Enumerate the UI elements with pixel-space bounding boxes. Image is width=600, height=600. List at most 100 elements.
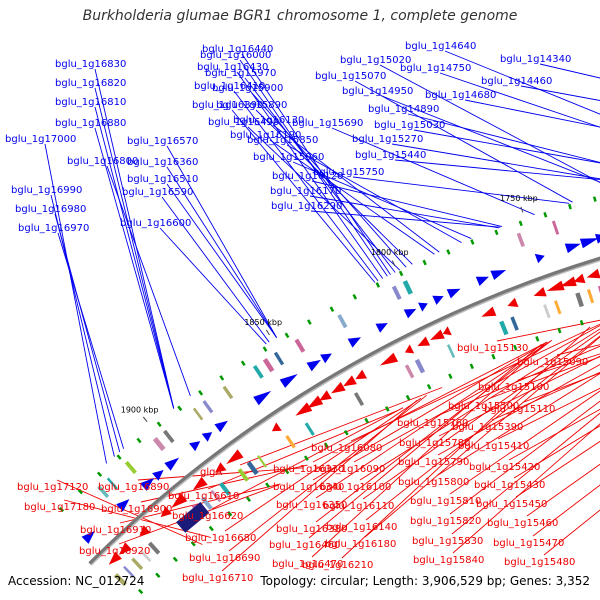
forward-gene-arrow	[446, 288, 461, 299]
forward-gene-label: bglu_1g16810	[55, 97, 126, 108]
reverse-leader-line	[449, 400, 600, 515]
reverse-gene-arrow	[331, 381, 346, 394]
reverse-function-band	[123, 565, 135, 578]
reverse-gene-label: bglu_1g16100	[320, 482, 391, 493]
forward-gene-label: bglu_1g16490	[208, 117, 279, 128]
reverse-function-band	[414, 358, 426, 374]
forward-gene-arrow	[579, 238, 599, 249]
reverse-gene-arrow	[160, 506, 172, 518]
reverse-gene-label: bglu_1g16610	[168, 491, 239, 502]
reverse-gene-arrow	[108, 551, 122, 565]
reverse-leader-line	[311, 342, 547, 558]
forward-function-band	[391, 285, 402, 300]
forward-gene-arrow	[189, 441, 201, 452]
forward-gene-arrow	[81, 530, 95, 544]
forward-gene-label: bglu_1g15270	[352, 134, 423, 145]
forward-gene-label: bglu_1g15020	[340, 55, 411, 66]
genome-backbone	[88, 256, 600, 566]
forward-leader-line	[381, 95, 600, 183]
forward-leader-line	[520, 85, 600, 101]
reverse-gene-label: bglu_1g15430	[474, 480, 545, 491]
reverse-leader-line	[56, 479, 203, 545]
forward-gc-tick	[96, 471, 103, 477]
reverse-leader-line	[451, 412, 600, 535]
kbp-tick	[520, 206, 524, 213]
reverse-gene-label: bglu_1g16680	[185, 533, 256, 544]
forward-leader-line	[352, 176, 570, 204]
forward-function-band	[402, 280, 413, 295]
reverse-function-band	[257, 455, 267, 468]
forward-function-band	[294, 338, 306, 353]
forward-gene-arrow	[475, 276, 489, 286]
reverse-gene-label: bglu_1g15830	[412, 536, 483, 547]
reverse-gc-tick	[343, 429, 349, 436]
forward-leader-line	[94, 106, 175, 409]
kbp-label: 1900 kbp	[121, 405, 159, 414]
reverse-leader-line	[452, 423, 600, 554]
forward-leader-line	[236, 71, 384, 279]
forward-function-band	[106, 477, 118, 490]
forward-function-band	[273, 351, 285, 366]
forward-gc-tick	[262, 346, 268, 352]
forward-leader-line	[309, 195, 499, 229]
forward-gc-tick	[470, 239, 475, 245]
forward-leader-line	[255, 109, 413, 265]
reverse-function-band	[446, 344, 456, 358]
forward-gene-arrow	[116, 499, 130, 512]
reverse-gene-label: bglu_1g15800	[398, 477, 469, 488]
reverse-leader-line	[312, 341, 548, 481]
reverse-function-band	[510, 316, 519, 331]
forward-gc-tick	[77, 489, 83, 495]
forward-gc-tick	[398, 270, 404, 277]
forward-gc-tick	[352, 294, 358, 300]
reverse-gene-arrow	[307, 395, 324, 409]
forward-leader-line	[94, 68, 175, 409]
forward-gene-arrow	[432, 295, 444, 305]
reverse-function-band	[554, 300, 562, 315]
forward-leader-line	[57, 232, 125, 449]
reverse-leader-line	[436, 345, 600, 417]
forward-gc-tick	[240, 360, 246, 366]
forward-gene-label: bglu_1g17000	[5, 134, 76, 145]
reverse-leader-line	[341, 326, 591, 559]
reverse-leader-line	[362, 331, 600, 500]
reverse-function-band	[304, 422, 315, 436]
reverse-gc-tick	[172, 556, 178, 563]
forward-gene-label: bglu_1g14460	[481, 76, 552, 87]
forward-leader-line	[231, 109, 376, 283]
forward-gc-tick	[219, 375, 225, 381]
forward-gc-tick	[494, 229, 499, 236]
forward-gene-arrow	[564, 243, 581, 254]
reverse-leader-line	[224, 397, 422, 532]
reverse-gc-tick	[491, 353, 496, 360]
forward-gc-tick	[58, 506, 65, 513]
reverse-gene-arrow	[442, 326, 452, 336]
reverse-leader-line	[315, 340, 552, 499]
kbp-label: 1850 kbp	[244, 318, 282, 327]
forward-function-band	[124, 460, 137, 475]
forward-gene-label: bglu_1g16510	[127, 174, 198, 185]
forward-gene-label: bglu_1g14680	[425, 90, 496, 101]
forward-gene-arrow	[152, 470, 164, 481]
forward-leader-line	[159, 227, 267, 345]
reverse-gc-tick	[246, 496, 251, 502]
forward-gene-label: bglu_1g16190	[230, 130, 301, 141]
forward-leader-line	[310, 210, 501, 228]
forward-function-band	[152, 437, 166, 452]
forward-leader-line	[394, 159, 600, 181]
reverse-leader-line	[308, 343, 542, 539]
forward-gc-tick	[446, 249, 451, 255]
reverse-function-band	[139, 549, 152, 562]
reverse-gene-label: glgA	[200, 467, 222, 478]
forward-gene-label: bglu_1g15030	[374, 120, 445, 131]
forward-gene-arrow	[375, 323, 388, 333]
reverse-gene-arrow	[343, 375, 357, 387]
forward-gene-label: bglu_1g14340	[500, 54, 571, 65]
reverse-gene-label: bglu_1g16080	[311, 443, 382, 454]
forward-gene-label: bglu_1g16410	[194, 81, 265, 92]
forward-gene-arrow	[201, 432, 213, 442]
reverse-function-band	[543, 304, 551, 319]
reverse-gene-arrow	[417, 336, 431, 347]
forward-gc-tick	[592, 196, 597, 202]
